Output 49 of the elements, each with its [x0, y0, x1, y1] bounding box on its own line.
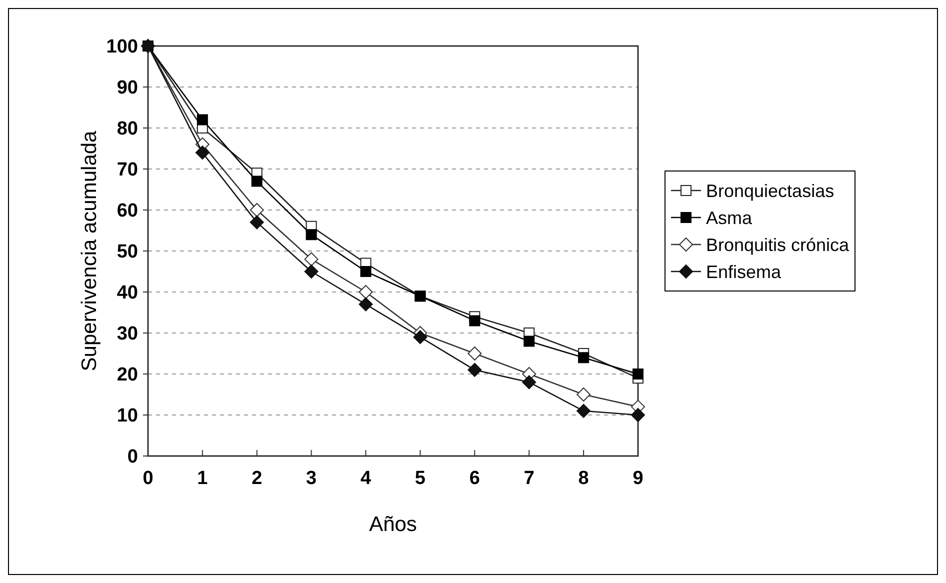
- point: [469, 315, 480, 326]
- y-tick-label: 40: [116, 282, 138, 304]
- point: [306, 229, 317, 240]
- y-tick-label: 90: [116, 78, 138, 99]
- x-tick-label: 6: [469, 468, 480, 489]
- y-tick-label: 60: [116, 200, 138, 222]
- point: [576, 388, 591, 402]
- point: [358, 285, 373, 299]
- point: [631, 408, 645, 422]
- point: [250, 215, 264, 230]
- legend-label: Bronquiectasias: [706, 180, 834, 201]
- legend-label: Bronquitis crónica: [706, 234, 850, 255]
- point: [468, 346, 482, 360]
- x-tick-label: 8: [578, 468, 589, 489]
- x-tick-label: 0: [142, 468, 154, 489]
- point: [576, 404, 591, 418]
- x-tick-label: 7: [524, 468, 534, 489]
- legend-label: Enfisema: [706, 262, 782, 282]
- point: [250, 203, 264, 217]
- point: [632, 368, 644, 380]
- y-tick-label: 0: [127, 446, 138, 468]
- y-tick-label: 70: [116, 160, 138, 181]
- point: [251, 176, 262, 187]
- point: [578, 352, 590, 364]
- point: [522, 375, 536, 390]
- x-tick-label: 2: [252, 468, 262, 489]
- point: [304, 252, 318, 266]
- point: [358, 297, 373, 312]
- point: [413, 330, 428, 344]
- point: [304, 264, 318, 278]
- x-tick-label: 9: [632, 468, 644, 489]
- y-tick-label: 100: [106, 36, 138, 58]
- y-tick-label: 10: [116, 406, 138, 427]
- x-axis-title: Años: [369, 513, 417, 536]
- point: [524, 336, 535, 347]
- legend-label: Asma: [706, 208, 753, 228]
- x-tick-label: 1: [197, 468, 208, 489]
- x-tick-label: 5: [414, 468, 426, 489]
- x-tick-label: 3: [306, 468, 317, 489]
- y-tick-label: 80: [116, 118, 138, 140]
- point: [468, 362, 482, 377]
- point: [196, 114, 208, 126]
- y-tick-label: 20: [116, 364, 138, 386]
- y-tick-label: 50: [116, 242, 138, 263]
- y-axis-title: Supervivencia acumulada: [78, 130, 101, 372]
- point: [195, 146, 210, 160]
- x-tick-label: 4: [360, 468, 372, 489]
- y-tick-label: 30: [116, 324, 138, 345]
- point: [360, 266, 372, 277]
